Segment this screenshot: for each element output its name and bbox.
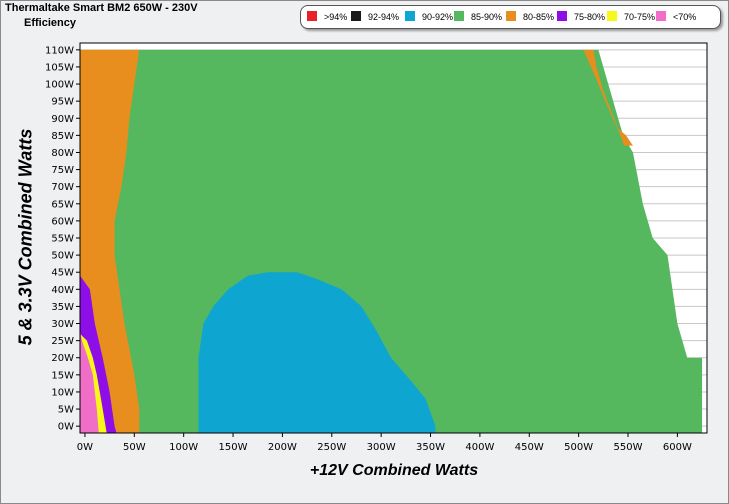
- legend-label: 85-90%: [471, 12, 503, 22]
- y-tick-label: 30W: [51, 319, 74, 330]
- chart-title: Thermaltake Smart BM2 650W - 230V: [5, 2, 198, 14]
- legend-label: >94%: [324, 12, 348, 22]
- chart-subtitle: Efficiency: [24, 17, 76, 29]
- legend-label: 90-92%: [422, 12, 454, 22]
- y-tick-label: 20W: [51, 353, 74, 364]
- legend-item: >94%: [307, 11, 347, 23]
- y-tick-label: 50W: [51, 251, 74, 262]
- x-tick-label: 250W: [317, 442, 346, 453]
- x-tick-label: 0W: [77, 442, 93, 453]
- legend-item: <70%: [656, 11, 696, 23]
- y-tick-label: 25W: [51, 336, 74, 347]
- y-tick-label: 80W: [51, 148, 74, 159]
- legend-item: 85-90%: [454, 11, 502, 23]
- y-tick-label: 45W: [51, 268, 74, 279]
- legend-swatch: [607, 11, 617, 21]
- region-80-85-right: [583, 49, 633, 146]
- y-tick-label: 10W: [51, 387, 74, 398]
- y-tick-label: 90W: [51, 114, 74, 125]
- legend-item: 90-92%: [405, 11, 453, 23]
- y-tick-label: 55W: [51, 234, 74, 245]
- y-tick-label: 0W: [58, 422, 74, 433]
- y-tick-label: 70W: [51, 182, 74, 193]
- x-tick-label: 450W: [515, 442, 544, 453]
- y-tick-label: 110W: [45, 45, 74, 56]
- y-tick-label: 35W: [51, 302, 74, 313]
- x-tick-label: 50W: [123, 442, 146, 453]
- x-tick-label: 550W: [614, 442, 643, 453]
- legend-label: 92-94%: [368, 12, 400, 22]
- y-tick-label: 15W: [51, 370, 74, 381]
- y-tick-label: 85W: [51, 131, 74, 142]
- y-tick-label: 95W: [51, 97, 74, 108]
- legend-swatch: [405, 11, 415, 21]
- x-tick-label: 400W: [465, 442, 494, 453]
- y-tick-label: 60W: [51, 216, 74, 227]
- y-tick-label: 75W: [51, 165, 74, 176]
- legend-item: 75-80%: [557, 11, 605, 23]
- y-tick-label: 5W: [58, 405, 74, 416]
- legend-item: 70-75%: [607, 11, 655, 23]
- legend-swatch: [506, 11, 516, 21]
- y-tick-label: 105W: [45, 62, 74, 73]
- legend-label: 75-80%: [574, 12, 606, 22]
- x-tick-label: 350W: [416, 442, 445, 453]
- x-tick-label: 100W: [169, 442, 198, 453]
- region-below-70: [80, 330, 99, 433]
- legend-swatch: [656, 11, 666, 21]
- x-axis-label: +12V Combined Watts: [309, 462, 479, 479]
- x-tick-label: 600W: [663, 442, 692, 453]
- legend-label: 80-85%: [523, 12, 555, 22]
- chart-legend: >94% 92-94% 90-92% 85-90% 80-85% 75-80% 70-75%…: [300, 5, 721, 29]
- y-tick-label: 100W: [45, 80, 74, 91]
- legend-item: 80-85%: [506, 11, 554, 23]
- x-tick-label: 500W: [564, 442, 593, 453]
- y-tick-label: 65W: [51, 199, 74, 210]
- legend-swatch: [454, 11, 464, 21]
- x-tick-label: 300W: [367, 442, 396, 453]
- legend-swatch: [557, 11, 567, 21]
- x-tick-label: 150W: [219, 442, 248, 453]
- legend-swatch: [351, 11, 361, 21]
- y-tick-label: 40W: [51, 285, 74, 296]
- region-90-92: [198, 272, 436, 433]
- legend-item: 92-94%: [351, 11, 399, 23]
- x-tick-label: 200W: [268, 442, 297, 453]
- legend-swatch: [307, 11, 317, 21]
- legend-label: 70-75%: [624, 12, 656, 22]
- legend-label: <70%: [673, 12, 697, 22]
